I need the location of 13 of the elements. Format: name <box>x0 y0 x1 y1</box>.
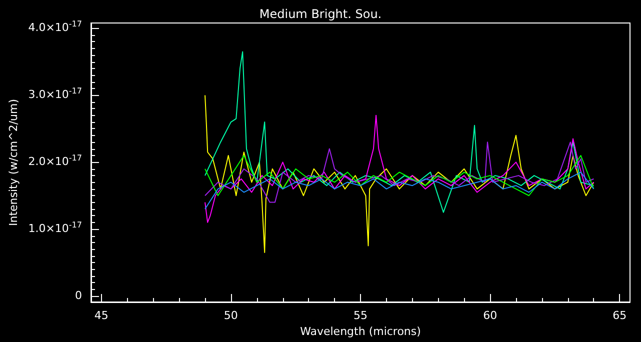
chart-title: Medium Bright. Sou. <box>259 7 382 21</box>
x-tick-label: 45 <box>94 309 108 322</box>
y-tick-label: 4.0×10$^{-17}$ <box>28 20 82 36</box>
x-tick-label: 50 <box>224 309 238 322</box>
x-tick-label: 60 <box>483 309 498 322</box>
y-tick-label: 2.0×10$^{-17}$ <box>28 154 82 170</box>
y-tick-label: 0 <box>75 288 82 303</box>
y-tick-label: 3.0×10$^{-17}$ <box>28 86 82 102</box>
x-axis-title: Wavelength (microns) <box>300 324 421 338</box>
x-tick-label: 55 <box>354 309 368 322</box>
x-tick-label: 65 <box>612 309 627 322</box>
y-tick-label: 1.0×10$^{-17}$ <box>28 220 82 236</box>
y-axis-title: Intensity (w/cm^2/um) <box>7 98 20 226</box>
